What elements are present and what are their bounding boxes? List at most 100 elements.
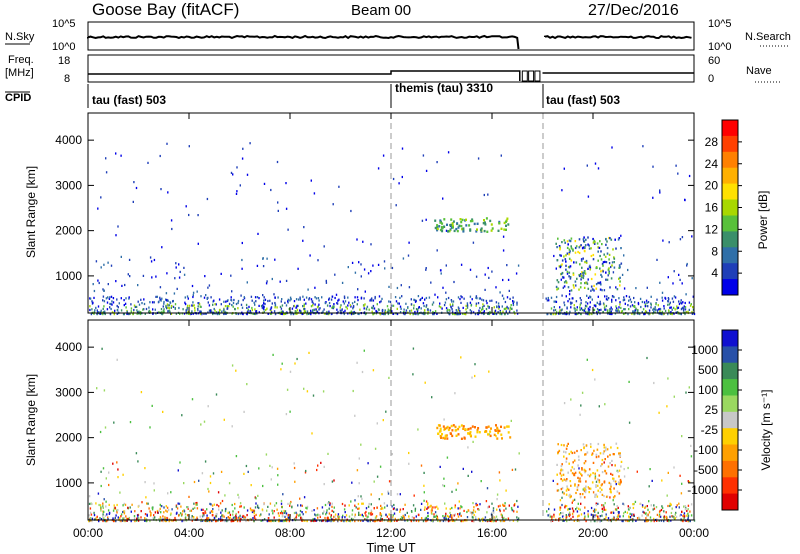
- echo-cell: [580, 449, 582, 452]
- echo-cell: [548, 513, 551, 516]
- echo-cell: [130, 520, 132, 523]
- echo-cell: [200, 423, 202, 426]
- echo-cell: [269, 312, 272, 315]
- echo-cell: [295, 511, 297, 514]
- echo-cell: [656, 309, 659, 312]
- echo-cell: [607, 455, 609, 458]
- echo-cell: [253, 520, 255, 523]
- echo-cell: [471, 298, 473, 301]
- echo-cell: [471, 218, 474, 221]
- echo-cell: [414, 507, 417, 510]
- echo-cell: [123, 512, 126, 515]
- echo-cell: [282, 493, 284, 496]
- echo-cell: [137, 300, 139, 303]
- echo-cell: [230, 274, 232, 277]
- echo-cell: [120, 513, 123, 516]
- echo-cell: [123, 304, 125, 307]
- echo-cell: [212, 472, 215, 475]
- echo-cell: [577, 476, 579, 479]
- echo-cell: [604, 403, 606, 406]
- echo-cell: [669, 504, 671, 508]
- echo-cell: [144, 518, 146, 521]
- echo-cell: [103, 263, 105, 266]
- echo-cell: [455, 227, 458, 231]
- echo-cell: [605, 495, 608, 498]
- echo-cell: [235, 514, 237, 517]
- echo-cell: [581, 266, 583, 269]
- echo-cell: [294, 310, 296, 313]
- echo-cell: [568, 266, 571, 269]
- echo-cell: [358, 507, 360, 510]
- x-tick-label: 08:00: [275, 526, 305, 540]
- echo-cell: [457, 513, 459, 516]
- echo-cell: [684, 505, 686, 508]
- echo-cell: [369, 512, 371, 515]
- echo-cell: [290, 500, 292, 504]
- echo-cell: [203, 512, 205, 515]
- echo-cell: [613, 261, 615, 264]
- echo-cell: [206, 514, 208, 517]
- echo-cell: [351, 509, 354, 512]
- echo-cell: [687, 512, 689, 515]
- echo-cell: [371, 297, 373, 300]
- echo-cell: [493, 516, 496, 519]
- echo-cell: [606, 295, 608, 298]
- echo-cell: [475, 502, 477, 505]
- echo-cell: [678, 502, 680, 505]
- echo-cell: [612, 477, 615, 480]
- echo-cell: [210, 503, 212, 506]
- echo-cell: [128, 297, 130, 300]
- echo-cell: [482, 303, 484, 306]
- echo-cell: [605, 446, 607, 449]
- echo-cell: [576, 449, 578, 453]
- colorbar-tick: 1000: [691, 343, 718, 357]
- echo-cell: [251, 299, 253, 302]
- echo-cell: [490, 223, 493, 226]
- echo-cell: [163, 302, 165, 305]
- echo-cell: [437, 296, 439, 299]
- echo-cell: [614, 464, 616, 467]
- echo-cell: [635, 287, 637, 290]
- echo-cell: [457, 226, 460, 229]
- echo-cell: [270, 307, 272, 310]
- echo-cell: [601, 483, 603, 486]
- echo-cell: [659, 509, 661, 513]
- echo-cell: [364, 313, 367, 316]
- echo-cell: [92, 283, 94, 286]
- echo-cell: [436, 515, 438, 518]
- echo-cell: [414, 310, 416, 314]
- echo-cell: [597, 515, 599, 518]
- echo-cell: [568, 257, 571, 260]
- echo-cell: [215, 303, 217, 306]
- echo-cell: [646, 356, 648, 360]
- echo-cell: [96, 515, 98, 518]
- echo-cell: [105, 171, 108, 174]
- echo-cell: [237, 299, 240, 303]
- echo-cell: [415, 308, 418, 311]
- echo-cell: [237, 307, 239, 310]
- echo-cell: [203, 514, 205, 517]
- echo-cell: [137, 519, 140, 522]
- echo-cell: [322, 310, 324, 313]
- echo-cell: [159, 516, 162, 519]
- echo-cell: [430, 281, 432, 284]
- echo-cell: [179, 461, 181, 464]
- echo-cell: [616, 446, 619, 450]
- echo-cell: [326, 509, 328, 512]
- echo-cell: [427, 515, 429, 518]
- echo-cell: [142, 274, 145, 277]
- echo-cell: [587, 309, 590, 312]
- echo-cell: [609, 311, 611, 314]
- echo-cell: [563, 402, 566, 405]
- echo-cell: [546, 299, 549, 302]
- echo-cell: [594, 510, 596, 513]
- echo-cell: [674, 517, 676, 520]
- echo-cell: [602, 270, 604, 273]
- echo-cell: [285, 518, 288, 521]
- colorbar-tick: -500: [694, 463, 718, 477]
- echo-cell: [450, 218, 453, 221]
- echo-cell: [634, 312, 636, 316]
- echo-cell: [571, 472, 574, 475]
- echo-cell: [212, 508, 214, 511]
